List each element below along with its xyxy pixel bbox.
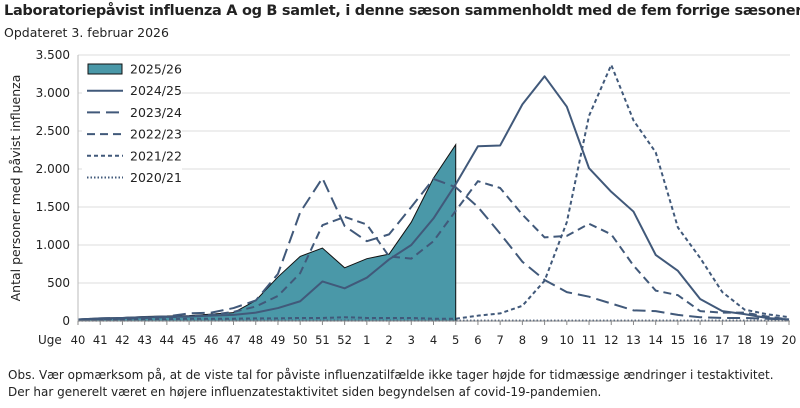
legend-label: 2023/24 xyxy=(130,105,182,120)
legend-label: 2024/25 xyxy=(130,83,182,98)
y-tick-label: 0 xyxy=(62,314,70,328)
x-tick-label: 14 xyxy=(648,333,663,347)
y-tick-label: 2.500 xyxy=(36,124,70,138)
x-tick-label: 11 xyxy=(582,333,597,347)
x-tick-label: 15 xyxy=(671,333,686,347)
x-tick-label: 47 xyxy=(226,333,241,347)
x-tick-label: 45 xyxy=(182,333,197,347)
x-tick-label: 4 xyxy=(430,333,437,347)
y-tick-label: 2.000 xyxy=(36,162,70,176)
legend-label: 2025/26 xyxy=(130,62,182,77)
y-axis-label: Antal personer med påvist influenza xyxy=(8,75,23,302)
x-tick-label: 2 xyxy=(385,333,392,347)
x-tick-label: 49 xyxy=(271,333,286,347)
x-tick-label: 51 xyxy=(315,333,330,347)
x-tick-label: 6 xyxy=(474,333,481,347)
series-line-2021-22 xyxy=(77,63,790,321)
x-tick-label: 50 xyxy=(293,333,308,347)
x-tick-label: 7 xyxy=(496,333,503,347)
series-line-2022-23 xyxy=(77,180,790,321)
x-tick-label: 13 xyxy=(626,333,641,347)
y-tick-label: 3.000 xyxy=(36,86,70,100)
legend-background xyxy=(82,59,182,187)
x-tick-label: 8 xyxy=(519,333,526,347)
x-tick-label: 20 xyxy=(782,333,797,347)
x-tick-label: 12 xyxy=(604,333,619,347)
x-tick-label: 1 xyxy=(363,333,370,347)
x-tick-label: 44 xyxy=(160,333,175,347)
series-line-2023-24 xyxy=(77,177,790,321)
legend-label: 2022/23 xyxy=(130,127,182,142)
x-tick-label: 52 xyxy=(337,333,352,347)
x-tick-label: 19 xyxy=(759,333,774,347)
x-tick-label: 43 xyxy=(137,333,152,347)
y-tick-label: 500 xyxy=(47,276,70,290)
x-tick-label: 18 xyxy=(737,333,752,347)
legend-swatch xyxy=(87,63,123,75)
x-tick-label: 16 xyxy=(693,333,708,347)
x-tick-label: 40 xyxy=(71,333,86,347)
updated-date: Opdateret 3. februar 2026 xyxy=(4,25,169,40)
x-tick-label: 10 xyxy=(559,333,574,347)
x-tick-label: 42 xyxy=(115,333,130,347)
x-tick-label: 48 xyxy=(248,333,263,347)
x-tick-label: 41 xyxy=(93,333,108,347)
legend-label: 2021/22 xyxy=(130,148,182,163)
chart-title: Laboratoriepåvist influenza A og B samle… xyxy=(4,3,800,19)
x-axis-label: Uge xyxy=(38,333,62,347)
y-tick-label: 3.500 xyxy=(36,48,70,62)
x-tick-label: 9 xyxy=(541,333,548,347)
x-tick-label: 17 xyxy=(715,333,730,347)
footnote: Obs. Vær opmærksom på, at de viste tal f… xyxy=(8,368,774,399)
legend-label: 2020/21 xyxy=(130,170,182,185)
x-tick-label: 46 xyxy=(204,333,219,347)
y-tick-label: 1.000 xyxy=(36,238,70,252)
x-tick-label: 3 xyxy=(408,333,415,347)
x-tick-label: 5 xyxy=(452,333,459,347)
y-tick-label: 1.500 xyxy=(36,200,70,214)
